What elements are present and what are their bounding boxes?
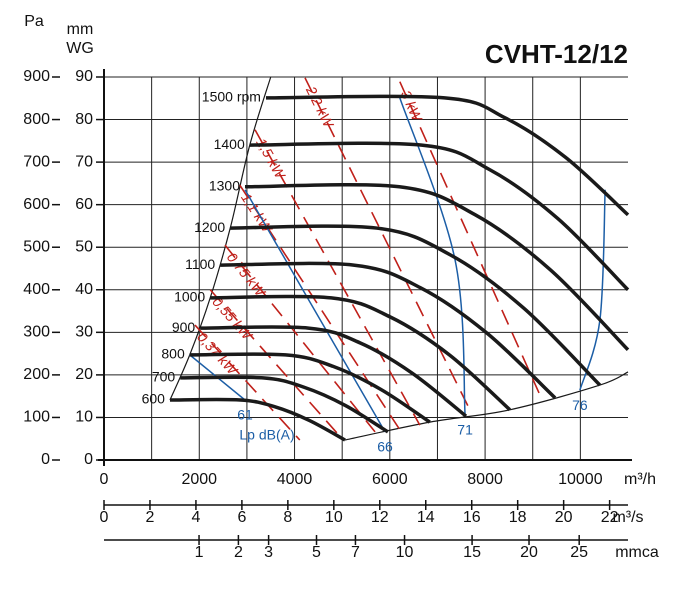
y-tick-label: 0 — [41, 451, 50, 468]
y-tick-label: 400 — [23, 281, 50, 298]
x3-tick-label: 2 — [234, 544, 243, 561]
x2-tick-label: 8 — [283, 509, 292, 526]
power-line — [254, 129, 421, 426]
x2-tick-label: 14 — [417, 509, 435, 526]
speed-curve — [169, 397, 346, 442]
speed-label: 600 — [142, 391, 166, 407]
speed-curve — [189, 352, 431, 424]
speed-label: 900 — [172, 319, 196, 335]
noise-label: 71 — [457, 422, 473, 438]
x2-tick-label: 6 — [237, 509, 246, 526]
speed-label: 1000 — [174, 289, 205, 305]
y2-tick-label: 20 — [75, 366, 93, 383]
x2-tick-label: 4 — [191, 509, 200, 526]
y2-axis-label: WG — [66, 40, 94, 57]
speed-curve — [265, 94, 630, 217]
y-tick-label: 300 — [23, 324, 50, 341]
chart-title: CVHT-12/12 — [485, 39, 628, 69]
x2-tick-label: 12 — [371, 509, 389, 526]
y-tick-label: 500 — [23, 238, 50, 255]
noise-label: 66 — [377, 439, 393, 455]
y2-tick-label: 40 — [75, 281, 93, 298]
y2-tick-label: 0 — [84, 451, 93, 468]
x-tick-label: 2000 — [181, 471, 217, 488]
x-tick-label: 8000 — [467, 471, 503, 488]
x2-tick-label: 18 — [509, 509, 527, 526]
power-line — [209, 289, 341, 437]
speed-label: 1100 — [185, 256, 215, 272]
x3-axis-label: mmca — [615, 544, 659, 561]
noise-title: Lp dB(A) — [239, 427, 294, 443]
x3-tick-label: 20 — [520, 544, 538, 561]
y-tick-label: 700 — [23, 153, 50, 170]
x-tick-label: 10000 — [558, 471, 603, 488]
y-axis-label: Pa — [24, 13, 44, 30]
x2-tick-label: 20 — [555, 509, 573, 526]
speed-label: 1200 — [194, 219, 225, 235]
noise-line — [399, 97, 466, 415]
speed-label: 1400 — [214, 136, 245, 152]
noise-label: 61 — [237, 407, 253, 423]
speed-curve — [245, 183, 630, 351]
speed-curve — [180, 375, 389, 434]
y2-tick-label: 70 — [75, 153, 93, 170]
x3-tick-label: 1 — [195, 544, 204, 561]
speed-curve — [230, 224, 602, 387]
x2-tick-label: 22 — [601, 509, 619, 526]
x2-axis-label: m³/s — [612, 509, 643, 526]
y-tick-label: 600 — [23, 196, 50, 213]
y2-tick-label: 50 — [75, 238, 93, 255]
noise-label: 76 — [572, 397, 588, 413]
speed-label: 1300 — [209, 177, 240, 193]
power-label: 0,55 kW — [209, 294, 256, 344]
x3-tick-label: 10 — [396, 544, 414, 561]
x2-tick-label: 10 — [325, 509, 343, 526]
x-tick-label: 0 — [100, 471, 109, 488]
x3-tick-label: 3 — [264, 544, 273, 561]
y2-tick-label: 80 — [75, 111, 93, 128]
x2-tick-label: 16 — [463, 509, 481, 526]
y2-tick-label: 90 — [75, 68, 93, 85]
y2-tick-label: 60 — [75, 196, 93, 213]
x-tick-label: 4000 — [277, 471, 313, 488]
y2-axis-label: mm — [67, 21, 94, 38]
speed-label: 700 — [152, 369, 176, 385]
x3-tick-label: 7 — [351, 544, 360, 561]
speed-curve — [200, 325, 468, 418]
speed-label: 800 — [161, 346, 185, 362]
x-tick-label: 6000 — [372, 471, 408, 488]
speed-label: 1500 rpm — [202, 89, 261, 105]
speed-curve — [210, 294, 512, 412]
y-tick-label: 900 — [23, 68, 50, 85]
y2-tick-label: 30 — [75, 324, 93, 341]
speed-curve — [249, 141, 630, 292]
power-label: 2,2 kW — [303, 83, 338, 132]
y-tick-label: 100 — [23, 409, 50, 426]
x2-tick-label: 0 — [100, 509, 109, 526]
power-line — [194, 324, 301, 441]
speed-curve — [220, 261, 557, 400]
x3-tick-label: 25 — [570, 544, 588, 561]
y-tick-label: 800 — [23, 111, 50, 128]
y-tick-label: 200 — [23, 366, 50, 383]
power-label: 1,5 kW — [253, 135, 289, 182]
x2-tick-label: 2 — [146, 509, 155, 526]
power-line — [304, 77, 471, 411]
power-label: 1,1 kW — [238, 190, 276, 237]
x3-tick-label: 5 — [312, 544, 321, 561]
y2-tick-label: 10 — [75, 409, 93, 426]
power-line — [224, 244, 376, 433]
x-axis-label: m³/h — [624, 471, 656, 488]
x3-tick-label: 15 — [463, 544, 481, 561]
noise-line — [244, 189, 386, 433]
power-line — [399, 81, 541, 396]
